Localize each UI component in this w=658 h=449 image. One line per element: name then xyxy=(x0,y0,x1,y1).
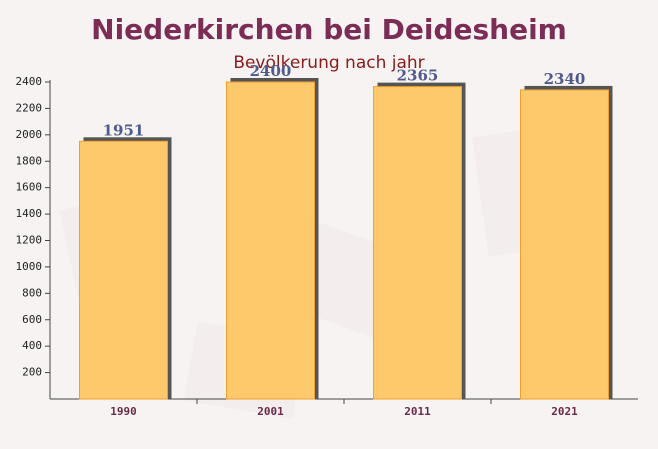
bar xyxy=(226,81,315,400)
bar xyxy=(373,86,462,400)
x-tick-label: 1990 xyxy=(110,405,137,418)
value-label: 2400 xyxy=(250,62,292,80)
y-tick-label: 1200 xyxy=(16,234,43,247)
y-tick-label: 2400 xyxy=(16,75,43,88)
y-tick-label: 1800 xyxy=(16,154,43,167)
bar xyxy=(79,140,168,400)
y-tick-label: 400 xyxy=(22,339,42,352)
y-tick-label: 1600 xyxy=(16,181,43,194)
y-tick-label: 2000 xyxy=(16,128,43,141)
x-tick-label: 2001 xyxy=(257,405,284,418)
value-label: 1951 xyxy=(103,121,145,139)
y-tick-label: 1400 xyxy=(16,207,43,220)
x-tick-label: 2011 xyxy=(404,405,431,418)
value-label: 2340 xyxy=(544,70,586,88)
chart-subtitle: Bevölkerung nach jahr xyxy=(233,53,424,73)
y-tick-label: 200 xyxy=(22,366,42,379)
y-tick-label: 2200 xyxy=(16,101,43,114)
y-tick-label: 600 xyxy=(22,313,42,326)
y-tick-label: 1000 xyxy=(16,260,43,273)
chart-title: Niederkirchen bei Deidesheim xyxy=(91,13,567,46)
value-label: 2365 xyxy=(397,67,439,85)
x-tick-label: 2021 xyxy=(551,405,578,418)
y-tick-label: 800 xyxy=(22,286,42,299)
bar xyxy=(520,89,609,400)
